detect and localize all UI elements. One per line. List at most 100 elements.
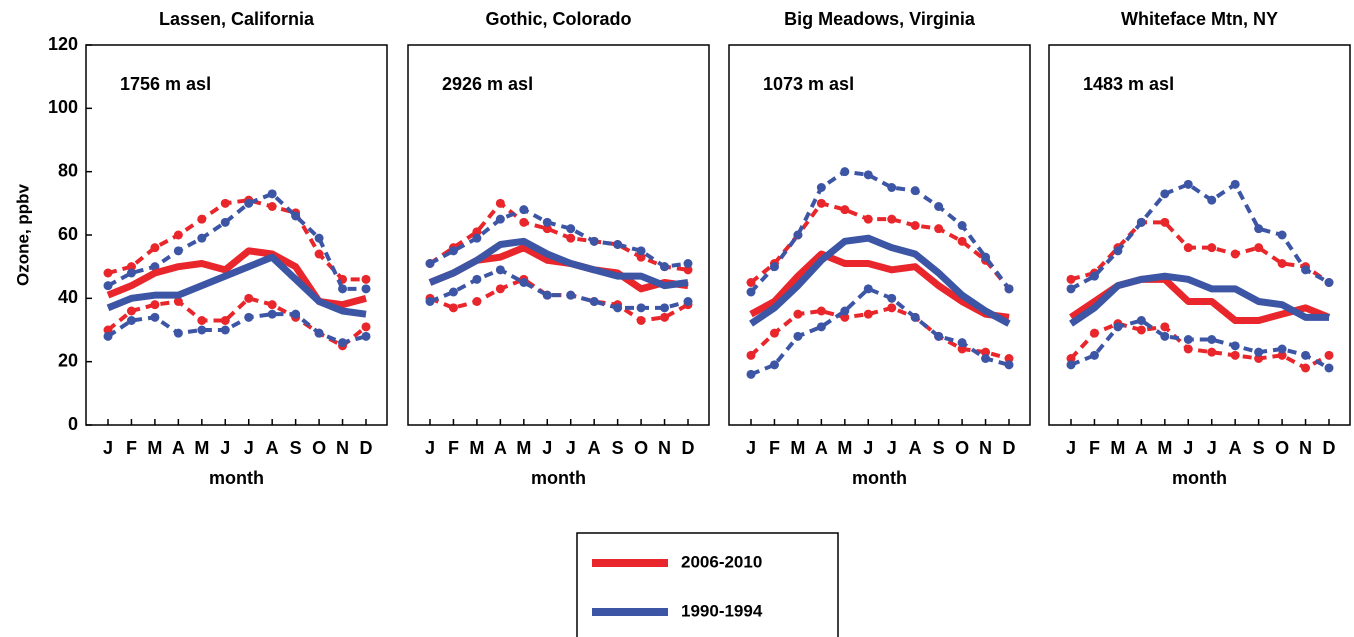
range-point [472, 274, 482, 284]
range-point [267, 202, 277, 211]
x-tick-label: A [588, 438, 601, 458]
range-line [1070, 220, 1331, 285]
x-tick-label: O [1275, 438, 1289, 458]
range-point [840, 167, 850, 177]
range-point [887, 293, 897, 303]
x-tick-label: F [769, 438, 780, 458]
range-point [150, 243, 160, 253]
range-point [495, 265, 505, 275]
range-point [957, 344, 967, 354]
x-tick-label: O [312, 438, 326, 458]
x-tick-label: S [933, 438, 945, 458]
range-point [910, 312, 920, 322]
range-point [1207, 335, 1217, 344]
x-tick-label: F [126, 438, 137, 458]
range-point [566, 290, 576, 300]
range-point [1183, 344, 1193, 354]
range-point [1301, 265, 1311, 275]
range-point [314, 233, 324, 243]
range-point [314, 328, 324, 338]
x-tick-label: S [290, 438, 302, 458]
x-tick-label: D [682, 438, 695, 458]
range-point [361, 331, 371, 341]
y-tick-label: 120 [48, 34, 78, 54]
x-tick-label: J [1066, 438, 1076, 458]
range-point [126, 316, 136, 325]
range-point [981, 252, 991, 262]
range-point [910, 221, 920, 230]
x-tick-label: D [360, 438, 373, 458]
range-point [173, 230, 183, 240]
range-point [448, 287, 458, 297]
range-line [1069, 321, 1330, 371]
range-point [150, 312, 160, 322]
range-point [425, 297, 435, 306]
range-point [425, 259, 435, 268]
range-point [126, 306, 136, 316]
range-point [816, 306, 826, 316]
legend-box [576, 532, 839, 637]
x-tick-label: M [1110, 438, 1125, 458]
x-tick-label: A [494, 438, 507, 458]
x-tick-label: J [1183, 438, 1193, 458]
range-point [683, 297, 693, 306]
range-line [749, 305, 1010, 361]
x-tick-label: J [220, 438, 230, 458]
range-point [173, 246, 183, 256]
mean-line [749, 250, 1010, 321]
mean-line [106, 253, 367, 318]
range-point [1066, 360, 1076, 370]
range-line [1070, 318, 1330, 370]
range-point [103, 331, 113, 341]
x-tick-label: M [147, 438, 162, 458]
range-point [816, 322, 826, 332]
range-point [542, 217, 552, 227]
range-point [267, 189, 277, 199]
annotation: 1756 m asl [120, 74, 211, 94]
range-point [840, 306, 850, 316]
range-point [1183, 335, 1193, 344]
x-tick-label: S [612, 438, 624, 458]
range-point [1089, 328, 1099, 338]
range-point [542, 224, 552, 234]
range-point [1277, 230, 1287, 240]
x-tick-label: O [634, 438, 648, 458]
range-point [863, 214, 873, 224]
mean-line [428, 237, 689, 290]
range-point [1183, 243, 1193, 253]
range-point [613, 240, 623, 249]
range-point [746, 350, 756, 360]
range-point [887, 214, 897, 224]
range-line [107, 198, 366, 282]
range-point [660, 303, 670, 313]
range-point [519, 278, 529, 287]
range-point [197, 325, 207, 335]
range-point [1207, 243, 1217, 253]
range-point [887, 183, 897, 192]
x-tick-label: J [887, 438, 897, 458]
range-point [472, 227, 482, 237]
range-point [267, 300, 277, 310]
legend-label: 1990-1994 [681, 601, 763, 620]
range-point [1254, 347, 1264, 357]
x-tick-label: S [1253, 438, 1265, 458]
range-point [1277, 344, 1287, 354]
range-point [566, 233, 576, 243]
range-point [1324, 278, 1334, 287]
range-point [519, 205, 529, 215]
range-point [244, 293, 254, 303]
range-point [1254, 243, 1264, 253]
x-tick-label: N [1299, 438, 1312, 458]
range-point [769, 262, 779, 272]
range-point [816, 183, 826, 192]
y-tick-label: 0 [68, 414, 78, 434]
range-point [1160, 189, 1170, 199]
range-point [769, 360, 779, 370]
range-point [472, 297, 482, 306]
x-tick-label: M [194, 438, 209, 458]
range-point [495, 284, 505, 294]
range-point [472, 233, 482, 243]
x-tick-label: O [955, 438, 969, 458]
range-point [291, 211, 301, 221]
range-point [1089, 271, 1099, 281]
